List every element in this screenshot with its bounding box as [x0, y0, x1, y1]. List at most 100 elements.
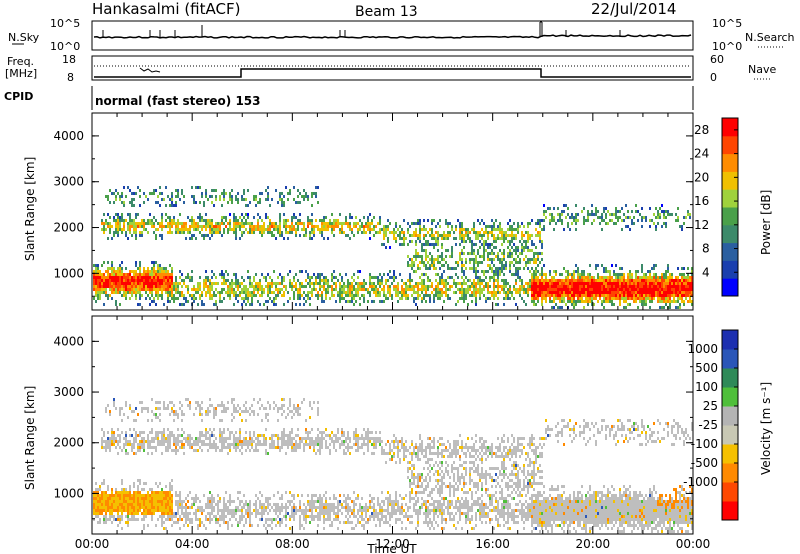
velocity-cell [185, 518, 187, 521]
power-cell [135, 264, 137, 267]
power-cell [499, 228, 501, 231]
velocity-cell [167, 500, 169, 503]
power-cell [565, 303, 567, 306]
noise-left-tick-bottom: 10^0 [50, 40, 80, 53]
power-cell [177, 222, 179, 225]
power-cell [215, 282, 217, 285]
power-cell [411, 294, 413, 297]
power-cell [511, 252, 513, 255]
power-cell [605, 288, 607, 291]
velocity-cell [157, 434, 159, 437]
power-cell [123, 204, 125, 207]
velocity-cell [189, 404, 191, 407]
power-cell [207, 234, 209, 237]
power-cell [679, 294, 681, 297]
power-cell [257, 288, 259, 291]
power-cell [221, 300, 223, 303]
velocity-cell [205, 431, 207, 434]
power-cell [647, 294, 649, 297]
velocity-cell [137, 503, 139, 506]
power-cell [271, 231, 273, 234]
power-cell [551, 216, 553, 219]
power-cell [601, 228, 603, 231]
velocity-cell [217, 512, 219, 515]
power-cell [587, 216, 589, 219]
power-cell [559, 297, 561, 300]
power-cell [425, 267, 427, 270]
power-cell [571, 282, 573, 285]
power-cell [271, 282, 273, 285]
velocity-cell [185, 521, 187, 524]
power-cell [267, 288, 269, 291]
velocity-cell [159, 443, 161, 446]
power-cell [499, 249, 501, 252]
power-cell [115, 198, 117, 201]
velocity-cell [107, 503, 109, 506]
power-cell [277, 201, 279, 204]
power-cell [341, 231, 343, 234]
power-cell [139, 297, 141, 300]
power-cell [543, 219, 545, 222]
power-cell [383, 234, 385, 237]
power-cell [185, 222, 187, 225]
power-cell [197, 303, 199, 306]
velocity-cell [143, 449, 145, 452]
velocity-cell [151, 494, 153, 497]
power-cell [343, 222, 345, 225]
power-cell [451, 249, 453, 252]
velocity-cell [115, 506, 117, 509]
power-cell [603, 297, 605, 300]
power-cell [679, 279, 681, 282]
power-cell [415, 228, 417, 231]
power-cell [481, 243, 483, 246]
power-cell [545, 210, 547, 213]
power-cell [495, 228, 497, 231]
power-cell [275, 282, 277, 285]
power-cell [201, 195, 203, 198]
power-cell [277, 294, 279, 297]
power-cell [523, 285, 525, 288]
velocity-cell [237, 509, 239, 512]
power-cell [347, 222, 349, 225]
power-cell [217, 291, 219, 294]
velocity-cell [239, 503, 241, 506]
power-cell [637, 279, 639, 282]
power-cell [327, 237, 329, 240]
power-cell [683, 273, 685, 276]
velocity-cell [249, 437, 251, 440]
power-cell [113, 288, 115, 291]
power-cell [161, 198, 163, 201]
velocity-cell [147, 500, 149, 503]
power-cell [313, 285, 315, 288]
power-cell [519, 291, 521, 294]
power-cell [513, 285, 515, 288]
power-cell [191, 288, 193, 291]
power-cell [551, 279, 553, 282]
velocity-cell [233, 512, 235, 515]
velocity-cell [183, 446, 185, 449]
power-cell [591, 282, 593, 285]
power-cell [519, 240, 521, 243]
velocity-cell [249, 515, 251, 518]
power-cell [673, 297, 675, 300]
power-cell [341, 228, 343, 231]
velocity-cell [253, 413, 255, 416]
power-cell [649, 288, 651, 291]
power-cell [211, 285, 213, 288]
power-cell [675, 294, 677, 297]
power-cell [507, 234, 509, 237]
power-cell [603, 279, 605, 282]
power-cell [553, 297, 555, 300]
power-cell [577, 294, 579, 297]
power-cell [537, 258, 539, 261]
power-cell [637, 297, 639, 300]
power-cell [681, 225, 683, 228]
velocity-cell [201, 506, 203, 509]
power-cell [231, 198, 233, 201]
power-cell [299, 234, 301, 237]
power-cell [657, 213, 659, 216]
velocity-cell [111, 437, 113, 440]
power-cell [117, 282, 119, 285]
power-cell [513, 288, 515, 291]
velocity-cell [173, 440, 175, 443]
